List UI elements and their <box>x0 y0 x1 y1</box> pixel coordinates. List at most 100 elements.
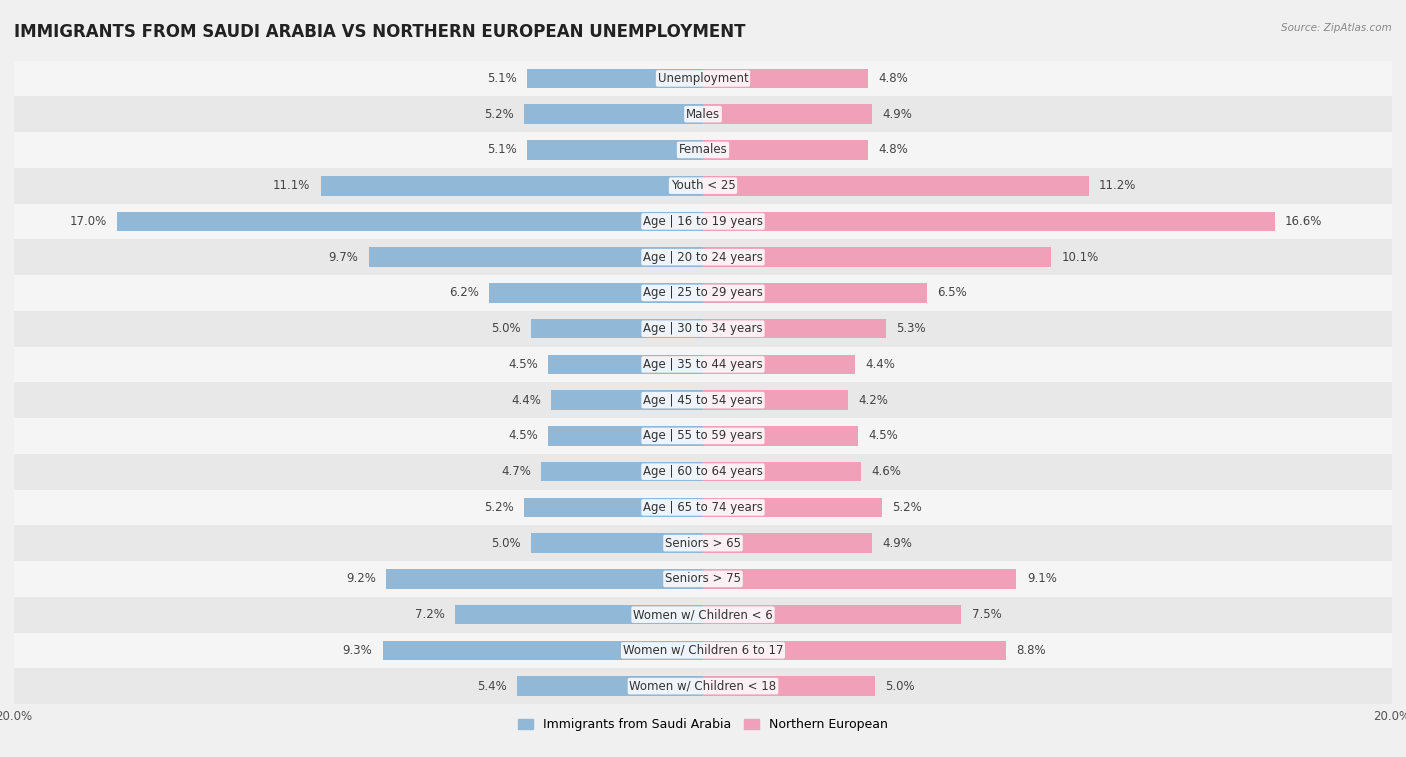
Text: 5.4%: 5.4% <box>477 680 506 693</box>
Bar <box>703 176 1088 195</box>
Bar <box>703 283 927 303</box>
Text: 4.9%: 4.9% <box>882 537 912 550</box>
Text: 9.1%: 9.1% <box>1026 572 1057 585</box>
Text: 6.2%: 6.2% <box>450 286 479 300</box>
Bar <box>14 561 1392 597</box>
Bar <box>703 534 872 553</box>
Bar <box>14 311 1392 347</box>
Bar <box>703 319 886 338</box>
Text: 9.2%: 9.2% <box>346 572 375 585</box>
Bar <box>531 319 703 338</box>
Bar <box>14 275 1392 311</box>
Bar <box>14 418 1392 453</box>
Bar <box>368 248 703 267</box>
Bar <box>14 382 1392 418</box>
Text: Females: Females <box>679 143 727 157</box>
Bar <box>527 140 703 160</box>
Text: 10.1%: 10.1% <box>1062 251 1098 263</box>
Text: Women w/ Children < 18: Women w/ Children < 18 <box>630 680 776 693</box>
Bar <box>14 61 1392 96</box>
Bar <box>703 391 848 410</box>
Bar <box>14 132 1392 168</box>
Bar <box>703 569 1017 589</box>
Bar <box>703 140 869 160</box>
Text: 17.0%: 17.0% <box>70 215 107 228</box>
Bar <box>382 640 703 660</box>
Text: 5.0%: 5.0% <box>491 322 520 335</box>
Bar <box>321 176 703 195</box>
Text: 16.6%: 16.6% <box>1285 215 1323 228</box>
Bar <box>703 248 1050 267</box>
Text: 4.9%: 4.9% <box>882 107 912 120</box>
Text: 6.5%: 6.5% <box>938 286 967 300</box>
Text: 9.7%: 9.7% <box>329 251 359 263</box>
Text: Women w/ Children 6 to 17: Women w/ Children 6 to 17 <box>623 644 783 657</box>
Text: 5.2%: 5.2% <box>484 501 513 514</box>
Text: 4.2%: 4.2% <box>858 394 887 407</box>
Text: Youth < 25: Youth < 25 <box>671 179 735 192</box>
Text: 4.4%: 4.4% <box>512 394 541 407</box>
Bar <box>517 676 703 696</box>
Text: Seniors > 65: Seniors > 65 <box>665 537 741 550</box>
Text: Age | 55 to 59 years: Age | 55 to 59 years <box>643 429 763 442</box>
Bar <box>14 597 1392 633</box>
Text: 9.3%: 9.3% <box>343 644 373 657</box>
Bar <box>14 668 1392 704</box>
Bar <box>703 605 962 625</box>
Bar <box>703 676 875 696</box>
Text: 5.2%: 5.2% <box>484 107 513 120</box>
Bar <box>14 96 1392 132</box>
Text: Age | 20 to 24 years: Age | 20 to 24 years <box>643 251 763 263</box>
Text: Age | 30 to 34 years: Age | 30 to 34 years <box>643 322 763 335</box>
Text: 5.0%: 5.0% <box>491 537 520 550</box>
Bar <box>14 168 1392 204</box>
Text: 4.7%: 4.7% <box>501 465 531 478</box>
Text: Women w/ Children < 6: Women w/ Children < 6 <box>633 608 773 621</box>
Text: Source: ZipAtlas.com: Source: ZipAtlas.com <box>1281 23 1392 33</box>
Bar <box>703 426 858 446</box>
Text: Seniors > 75: Seniors > 75 <box>665 572 741 585</box>
Text: 4.8%: 4.8% <box>879 72 908 85</box>
Text: 4.5%: 4.5% <box>869 429 898 442</box>
Bar <box>541 462 703 481</box>
Text: 7.5%: 7.5% <box>972 608 1001 621</box>
Text: 7.2%: 7.2% <box>415 608 444 621</box>
Bar <box>548 426 703 446</box>
Text: Age | 25 to 29 years: Age | 25 to 29 years <box>643 286 763 300</box>
Bar <box>489 283 703 303</box>
Bar <box>703 212 1275 231</box>
Bar <box>14 633 1392 668</box>
Bar <box>524 104 703 124</box>
Text: 11.2%: 11.2% <box>1099 179 1136 192</box>
Text: Age | 60 to 64 years: Age | 60 to 64 years <box>643 465 763 478</box>
Bar <box>387 569 703 589</box>
Text: Unemployment: Unemployment <box>658 72 748 85</box>
Text: Age | 35 to 44 years: Age | 35 to 44 years <box>643 358 763 371</box>
Bar <box>703 104 872 124</box>
Bar <box>14 239 1392 275</box>
Bar <box>703 69 869 89</box>
Bar <box>14 347 1392 382</box>
Bar <box>117 212 703 231</box>
Text: 5.2%: 5.2% <box>893 501 922 514</box>
Bar <box>524 497 703 517</box>
Bar <box>14 490 1392 525</box>
Text: 5.0%: 5.0% <box>886 680 915 693</box>
Legend: Immigrants from Saudi Arabia, Northern European: Immigrants from Saudi Arabia, Northern E… <box>513 713 893 737</box>
Bar <box>527 69 703 89</box>
Text: 4.5%: 4.5% <box>508 429 537 442</box>
Text: 4.4%: 4.4% <box>865 358 894 371</box>
Text: Males: Males <box>686 107 720 120</box>
Bar <box>14 204 1392 239</box>
Text: 5.1%: 5.1% <box>488 72 517 85</box>
Text: 8.8%: 8.8% <box>1017 644 1046 657</box>
Bar <box>548 354 703 374</box>
Text: IMMIGRANTS FROM SAUDI ARABIA VS NORTHERN EUROPEAN UNEMPLOYMENT: IMMIGRANTS FROM SAUDI ARABIA VS NORTHERN… <box>14 23 745 41</box>
Text: 5.1%: 5.1% <box>488 143 517 157</box>
Bar <box>14 525 1392 561</box>
Text: Age | 65 to 74 years: Age | 65 to 74 years <box>643 501 763 514</box>
Bar <box>703 640 1007 660</box>
Text: 4.8%: 4.8% <box>879 143 908 157</box>
Bar <box>703 497 882 517</box>
Text: Age | 16 to 19 years: Age | 16 to 19 years <box>643 215 763 228</box>
